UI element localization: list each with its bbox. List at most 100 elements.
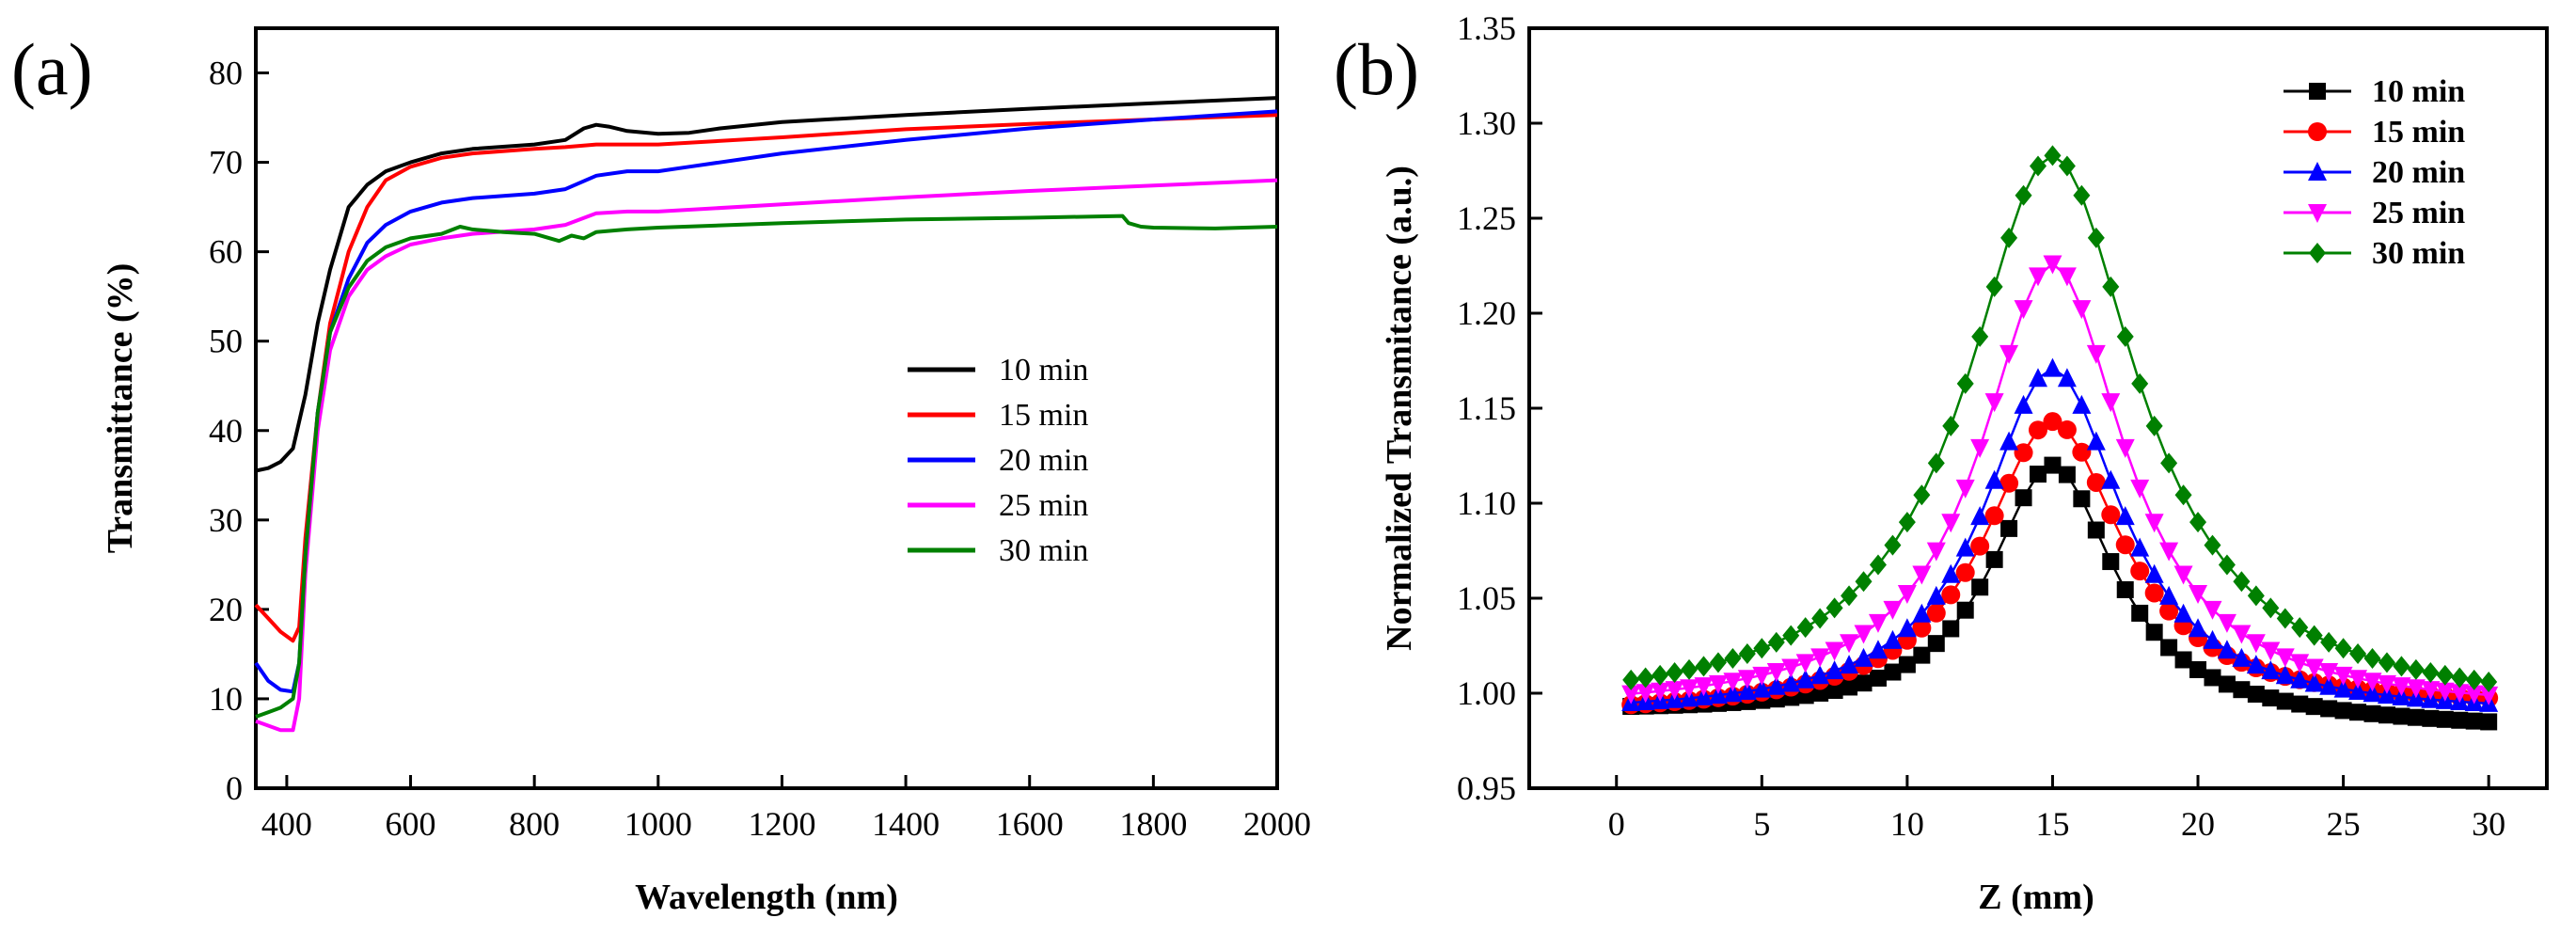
panel-b-data-point-30-min (1841, 585, 1858, 607)
panel-b-data-point-15-min (2072, 442, 2092, 462)
panel-b-label: (b) (1334, 28, 1419, 110)
panel-a-y-tick-label: 80 (209, 55, 243, 92)
panel-b-data-point-30-min (1855, 571, 1873, 593)
panel-b-data-point-10-min (2407, 708, 2425, 726)
panel-b-x-tick-label: 10 (1890, 805, 1924, 843)
panel-b-data-point-10-min (2189, 660, 2207, 678)
panel-b-data-point-25-min (1795, 654, 1815, 673)
panel-b-data-point-30-min (1695, 656, 1713, 677)
panel-b-data-point-20-min (2144, 563, 2164, 583)
panel-b-data-point-30-min (2102, 276, 2120, 297)
panel-b-data-point-10-min (2451, 711, 2469, 729)
panel-b-data-point-25-min (1665, 681, 1684, 701)
panel-b-data-point-15-min (2086, 472, 2106, 492)
panel-b-data-point-10-min (2131, 604, 2149, 622)
panel-b-x-tick-label: 15 (2035, 805, 2069, 843)
panel-b-data-point-20-min (1840, 655, 1859, 674)
panel-b-data-point-15-min (2115, 535, 2135, 555)
panel-b-legend-label: 15 min (2372, 115, 2465, 150)
panel-b-data-point-30-min (1884, 534, 1902, 556)
panel-b-data-point-30-min (2131, 372, 2149, 394)
panel-b-data-point-10-min (2102, 553, 2120, 571)
panel-b-data-point-25-min (2043, 255, 2062, 275)
panel-b-data-point-20-min (2159, 585, 2179, 605)
panel-b-data-point-20-min (1999, 431, 2019, 451)
panel-b-data-point-30-min (2116, 325, 2134, 347)
panel-a-series-line-30-min (255, 214, 1278, 719)
panel-b-data-point-25-min (2246, 634, 2266, 654)
panel-b-y-axis-title: Normalized Transmitance (a.u.) (1380, 166, 1419, 651)
panel-b-data-point-30-min (1753, 638, 1771, 659)
panel-b-data-point-30-min (2015, 184, 2032, 206)
panel-b-data-point-10-min (2291, 695, 2309, 713)
panel-b-data-point-10-min (1811, 684, 1829, 702)
panel-b-data-point-20-min (1868, 640, 1888, 659)
panel-b-data-point-25-min (1752, 666, 1772, 686)
panel-b-data-point-30-min (1724, 647, 1742, 669)
panel-b-data-point-10-min (2000, 519, 2018, 537)
panel-b-data-point-25-min (1868, 613, 1888, 633)
panel-b-data-point-30-min (2247, 585, 2265, 607)
panel-b-legend-marker (2309, 83, 2326, 100)
panel-b-data-point-25-min (2189, 585, 2208, 605)
panel-b-y-tick-label: 1.10 (1457, 484, 1516, 522)
panel-b-data-point-25-min (2144, 514, 2164, 533)
panel-b-data-point-20-min (2043, 357, 2062, 377)
panel-b-y-tick-label: 1.20 (1457, 294, 1516, 332)
panel-b-data-point-25-min (2333, 666, 2353, 686)
panel-b-data-point-25-min (1840, 634, 1859, 654)
panel-b-data-point-20-min (1795, 669, 1815, 689)
panel-a-x-tick-label: 1000 (624, 805, 692, 843)
panel-b-data-point-30-min (1651, 664, 1669, 686)
panel-b-data-point-30-min (2451, 667, 2469, 689)
panel-a-legend: 10 min 15 min 20 min 25 min 30 min (908, 353, 1088, 568)
panel-b-data-point-30-min (1738, 642, 1756, 664)
panel-b-legend-marker (2308, 204, 2327, 223)
panel-b-data-point-15-min (1970, 536, 1990, 556)
panel-b-data-point-10-min (1942, 620, 1960, 638)
panel-b-data-point-20-min (1984, 469, 2004, 489)
panel-a-y-tick-label: 70 (209, 144, 243, 182)
panel-b-data-point-25-min (2217, 613, 2236, 633)
panel-b-data-point-25-min (1984, 393, 2004, 413)
panel-a-ticks: 400 600 800 1000 1200 1400 1600 1800 2000 0 10 20 30… (209, 55, 1311, 843)
panel-a-y-tick-label: 40 (209, 412, 243, 450)
panel-b-data-point-25-min (1999, 344, 2019, 364)
panel-b-data-point-20-min (1781, 673, 1801, 692)
panel-b-data-point-25-min (1708, 674, 1728, 694)
panel-b-x-tick-label: 5 (1753, 805, 1770, 843)
panel-b-data-point-25-min (2029, 267, 2047, 287)
panel-b-data-point-30-min (1956, 372, 1974, 394)
panel-b-data-point-30-min (1927, 452, 1945, 474)
panel-b-data-point-15-min (1999, 473, 2019, 493)
panel-b-data-point-20-min (1737, 681, 1757, 701)
panel-b-data-point-10-min (2393, 707, 2410, 725)
panel-b-x-axis-title: Z (mm) (1978, 878, 2094, 917)
panel-b-data-point-30-min (1869, 554, 1887, 576)
panel-b-data-point-20-min (1810, 665, 1830, 685)
panel-b-data-point-30-min (2073, 184, 2091, 206)
panel-a-y-tick-label: 0 (226, 769, 243, 807)
panel-b-legend-marker (2308, 162, 2327, 181)
panel-b-data-point-25-min (2072, 300, 2092, 320)
panel-b-data-point-30-min (2145, 415, 2163, 436)
panel-b-data-point-20-min (2290, 669, 2310, 689)
panel-a-label: (a) (11, 28, 93, 110)
panel-a-x-tick-label: 400 (261, 805, 312, 843)
panel-b-data-point-30-min (1825, 597, 1843, 619)
panel-b-data-point-30-min (1913, 484, 1931, 506)
panel-b-data-point-30-min (1985, 276, 2003, 297)
panel-b-data-point-10-min (2116, 580, 2134, 598)
panel-b-data-point-10-min (2233, 681, 2251, 699)
panel-b-data-point-10-min (1913, 646, 1931, 664)
panel-b-data-point-25-min (2392, 677, 2411, 697)
panel-b-data-point-25-min (2435, 682, 2455, 702)
panel-b-data-point-20-min (2261, 660, 2281, 680)
panel-b-data-point-20-min (1883, 629, 1903, 649)
panel-b-data-point-10-min (1898, 656, 1916, 673)
panel-b-data-point-25-min (2377, 674, 2396, 694)
panel-b-data-point-25-min (1912, 565, 1932, 585)
panel-b-legend-marker (2309, 243, 2326, 263)
panel-b-data-point-30-min (2480, 671, 2498, 692)
panel-b-data-point-10-min (1869, 669, 1887, 687)
